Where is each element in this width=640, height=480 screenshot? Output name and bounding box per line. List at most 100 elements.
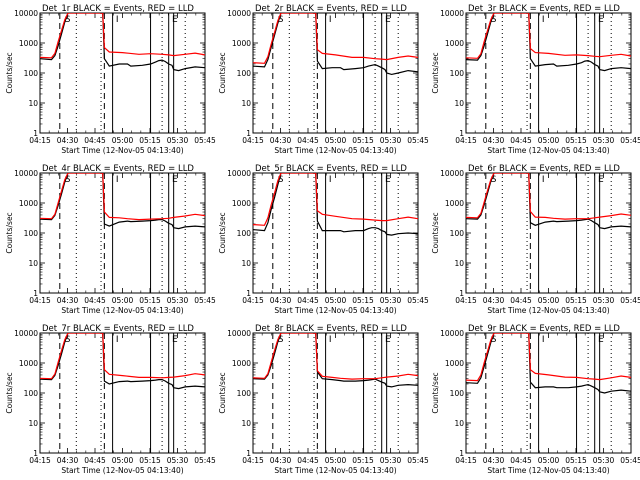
interval-letter-s: S [278, 15, 284, 25]
y-tick-label: 10000 [227, 329, 251, 338]
chart-svg-3: Det_3r BLACK = Events, RED = LLD 1 10 100 10… [431, 4, 640, 155]
interval-letter-s: S [65, 175, 71, 185]
y-tick-label: 10 [454, 419, 464, 428]
x-tick-label: 04:45 [297, 456, 319, 465]
x-tick-label: 05:00 [538, 296, 560, 305]
interval-letter-s: S [65, 15, 71, 25]
x-tick-label: 04:15 [242, 136, 264, 145]
x-tick-label: 04:30 [483, 136, 505, 145]
y-tick-label: 10 [241, 419, 251, 428]
series-line-lld [40, 333, 205, 380]
y-tick-label: 100 [24, 69, 39, 78]
detector-panel-1: Det_1r BLACK = Events, RED = LLD 1 10 100 10… [0, 0, 216, 160]
x-tick-label: 05:15 [352, 296, 374, 305]
x-tick-label: 05:15 [352, 136, 374, 145]
interval-letter-e: E [172, 175, 178, 185]
marker-lines [272, 173, 399, 293]
x-tick-label: 04:45 [84, 296, 106, 305]
x-tick-label: 05:30 [380, 456, 402, 465]
y-tick-label: 100 [24, 229, 39, 238]
interval-letter-i: I [329, 175, 332, 185]
x-tick-label: 05:45 [407, 456, 429, 465]
x-tick-label: 05:15 [565, 136, 587, 145]
series-line-lld [466, 173, 631, 220]
chart-svg-5: Det_5r BLACK = Events, RED = LLD 1 10 100 10… [218, 164, 429, 315]
y-tick-label: 1 [459, 449, 464, 458]
y-tick-label: 1000 [232, 199, 251, 208]
x-tick-label: 04:15 [455, 136, 477, 145]
plot-frame [39, 172, 206, 294]
chart-title: Det_6r BLACK = Events, RED = LLD [468, 164, 620, 174]
series-line-events [253, 333, 418, 388]
series-line-events [40, 173, 205, 230]
y-tick-label: 100 [24, 389, 39, 398]
x-tick-label: 05:45 [407, 296, 429, 305]
y-tick-label: 1000 [232, 39, 251, 48]
x-tick-label: 05:00 [538, 136, 560, 145]
x-axis-label: Start Time (12-Nov-05 04:13:40) [487, 146, 609, 155]
y-tick-label: 100 [450, 229, 465, 238]
y-tick-label: 1 [459, 289, 464, 298]
y-tick-label: 10000 [227, 169, 251, 178]
x-tick-label: 05:30 [380, 296, 402, 305]
series-group [40, 333, 205, 390]
x-tick-label: 05:00 [325, 136, 347, 145]
x-tick-label: 05:30 [593, 136, 615, 145]
marker-lines [272, 13, 399, 133]
y-tick-label: 1000 [19, 199, 38, 208]
detector-panel-2: Det_2r BLACK = Events, RED = LLD 1 10 100 10… [213, 0, 429, 160]
y-axis-label: Counts/sec [218, 52, 227, 93]
chart-title: Det_2r BLACK = Events, RED = LLD [255, 4, 407, 14]
interval-letter-s: S [65, 335, 71, 345]
y-tick-label: 100 [450, 69, 465, 78]
series-group [466, 333, 631, 394]
detector-panel-5: Det_5r BLACK = Events, RED = LLD 1 10 100 10… [213, 160, 429, 320]
y-axis-label: Counts/sec [5, 212, 14, 253]
x-tick-label: 04:30 [270, 456, 292, 465]
x-tick-label: 04:45 [297, 136, 319, 145]
x-axis-label: Start Time (12-Nov-05 04:13:40) [61, 306, 183, 315]
x-tick-label: 05:45 [620, 136, 640, 145]
chart-svg-7: Det_7r BLACK = Events, RED = LLD 1 10 100 10… [5, 324, 216, 475]
x-tick-label: 05:30 [593, 456, 615, 465]
x-tick-label: 05:15 [352, 456, 374, 465]
y-tick-label: 1 [246, 449, 251, 458]
chart-svg-1: Det_1r BLACK = Events, RED = LLD 1 10 100 10… [5, 4, 216, 155]
detector-panel-8: Det_8r BLACK = Events, RED = LLD 1 10 100 10… [213, 320, 429, 480]
series-group [466, 13, 631, 72]
interval-letter-e: E [598, 15, 604, 25]
chart-title: Det_5r BLACK = Events, RED = LLD [255, 164, 407, 174]
y-tick-label: 100 [237, 69, 252, 78]
detector-panel-6: Det_6r BLACK = Events, RED = LLD 1 10 100 10… [426, 160, 640, 320]
y-axis-label: Counts/sec [431, 52, 440, 93]
y-tick-label: 10 [28, 259, 38, 268]
x-tick-label: 04:45 [510, 456, 532, 465]
y-axis-label: Counts/sec [218, 372, 227, 413]
x-tick-label: 04:30 [483, 296, 505, 305]
x-tick-label: 05:00 [112, 136, 134, 145]
series-line-lld [466, 13, 631, 59]
interval-letter-e: E [598, 335, 604, 345]
y-tick-label: 10 [28, 419, 38, 428]
series-line-events [466, 333, 631, 394]
chart-title: Det_1r BLACK = Events, RED = LLD [42, 4, 194, 14]
y-tick-label: 100 [450, 389, 465, 398]
series-line-events [466, 173, 631, 230]
interval-letter-e: E [598, 175, 604, 185]
series-line-lld [466, 333, 631, 382]
interval-letter-i: I [542, 15, 545, 25]
plot-frame [252, 172, 419, 294]
x-axis-label: Start Time (12-Nov-05 04:13:40) [274, 146, 396, 155]
x-tick-label: 04:45 [84, 136, 106, 145]
x-tick-label: 05:45 [407, 136, 429, 145]
detector-panel-7: Det_7r BLACK = Events, RED = LLD 1 10 100 10… [0, 320, 216, 480]
x-tick-label: 04:45 [84, 456, 106, 465]
series-line-events [40, 13, 205, 72]
x-tick-label: 05:30 [167, 136, 189, 145]
chart-svg-4: Det_4r BLACK = Events, RED = LLD 1 10 100 10… [5, 164, 216, 315]
y-tick-label: 1 [33, 289, 38, 298]
x-tick-label: 04:30 [483, 456, 505, 465]
series-group [40, 173, 205, 230]
x-tick-label: 04:15 [455, 456, 477, 465]
y-axis-label: Counts/sec [218, 212, 227, 253]
